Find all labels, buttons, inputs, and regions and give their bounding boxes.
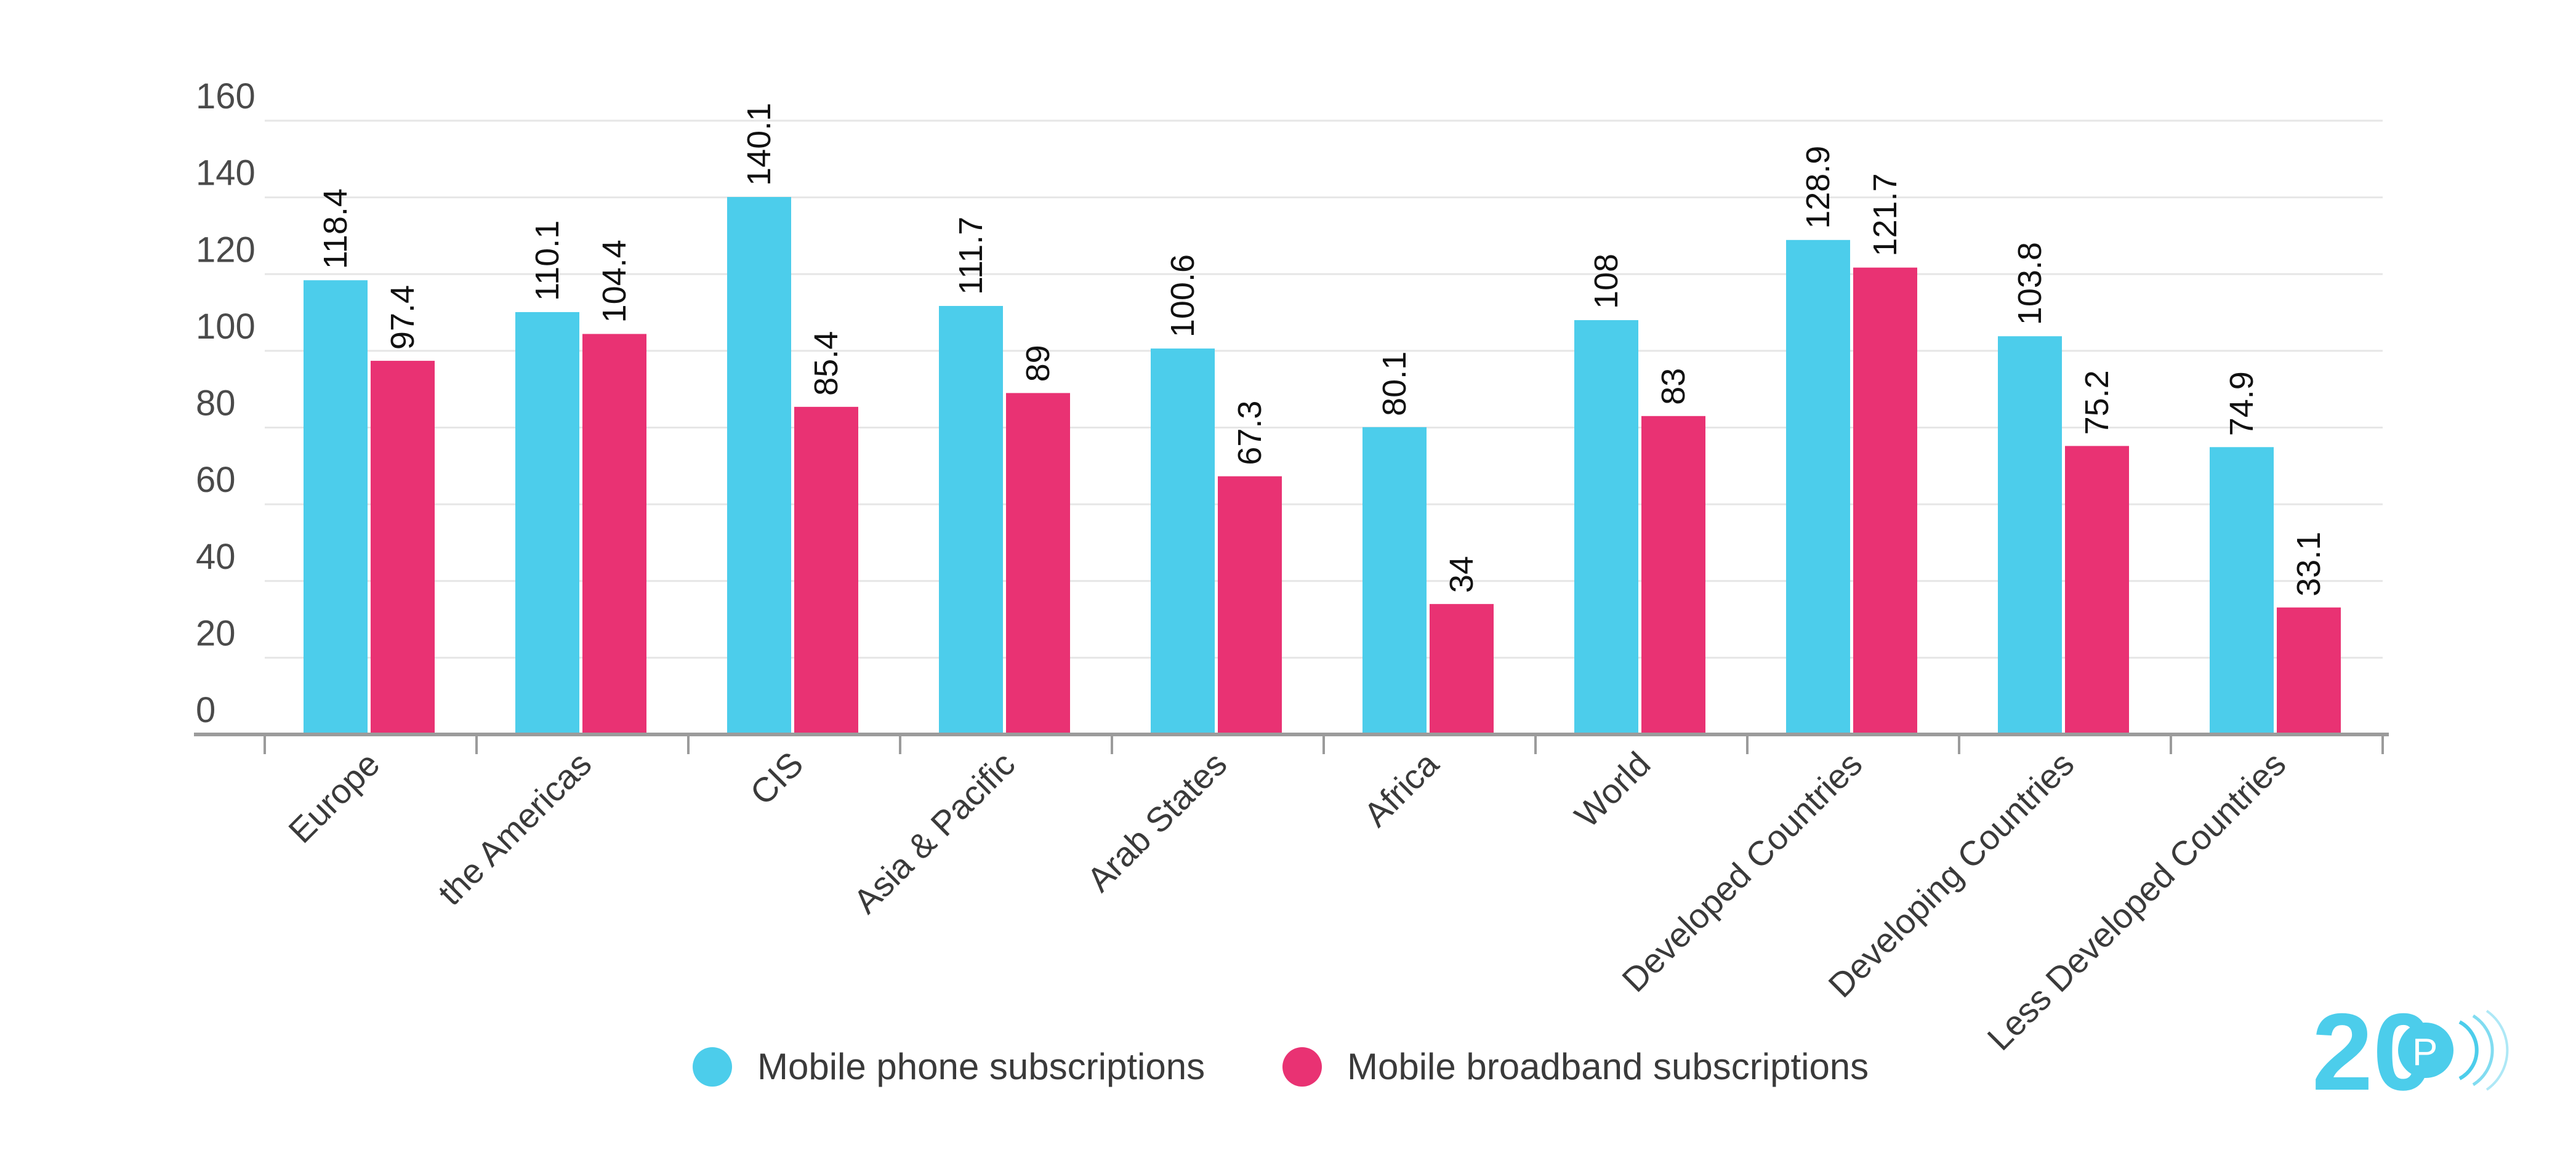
- legend-swatch: [693, 1047, 732, 1087]
- bar-phone: [2210, 447, 2274, 734]
- bar-phone: [1151, 348, 1215, 734]
- data-label: 121.7: [1867, 174, 1904, 257]
- y-tick-label: 0: [196, 690, 215, 730]
- y-tick-label: 60: [196, 460, 236, 500]
- data-label: 111.7: [952, 217, 989, 295]
- bar-phone: [1574, 320, 1638, 734]
- data-label: 34: [1443, 556, 1480, 593]
- data-label: 140.1: [741, 103, 778, 186]
- data-label: 85.4: [808, 331, 845, 396]
- logo-wave-3: [2485, 1010, 2509, 1091]
- data-label: 83: [1655, 368, 1692, 405]
- bar-broadband: [1006, 393, 1070, 734]
- y-tick-label: 20: [196, 613, 236, 653]
- data-labels: 118.4 97.4 110.1 104.4 140.1 85.4 111.7 89 100.6…: [317, 103, 2327, 597]
- bar-broadband: [582, 334, 646, 734]
- y-tick-label: 120: [196, 230, 256, 270]
- x-tick-label: Arab States: [1079, 744, 1234, 899]
- bar-phone: [1362, 427, 1427, 734]
- data-label: 110.1: [529, 220, 566, 301]
- bar-broadband: [371, 361, 435, 734]
- legend: Mobile phone subscriptions Mobile broadba…: [693, 1046, 1869, 1087]
- data-label: 103.8: [2011, 242, 2048, 325]
- data-label: 97.4: [384, 285, 421, 350]
- data-label: 118.4: [317, 188, 354, 269]
- data-label: 80.1: [1376, 352, 1413, 416]
- data-label: 128.9: [1800, 146, 1837, 229]
- data-label: 67.3: [1231, 401, 1268, 465]
- bar-broadband: [1641, 416, 1705, 734]
- bar-phone: [515, 312, 579, 735]
- y-tick-label: 40: [196, 537, 236, 577]
- bar-broadband: [1853, 267, 1917, 734]
- bar-phone: [1786, 239, 1850, 734]
- data-label: 74.9: [2223, 371, 2260, 436]
- x-axis: Europe the Americas CIS Asia & Pacific Arab …: [194, 733, 2389, 1058]
- x-tick-label: the Americas: [430, 744, 598, 912]
- legend-label: Mobile broadband subscriptions: [1347, 1046, 1869, 1087]
- data-label: 100.6: [1164, 254, 1201, 337]
- x-tick-label: Developed Countries: [1614, 744, 1869, 999]
- legend-label: Mobile phone subscriptions: [757, 1046, 1205, 1087]
- logo-circle: [2398, 1023, 2453, 1078]
- brand-logo: 20 P: [2312, 997, 2509, 1102]
- data-label: 104.4: [596, 239, 633, 323]
- y-axis-ticks: 0 20 40 60 80 100 120 140 160: [196, 76, 256, 730]
- bar-broadband: [1218, 476, 1282, 734]
- logo-wave-2: [2472, 1014, 2494, 1087]
- y-tick-label: 80: [196, 384, 236, 424]
- data-label: 33.1: [2290, 532, 2327, 597]
- x-tick-label: Europe: [281, 744, 387, 850]
- bar-phone: [304, 280, 368, 735]
- logo-wave-1: [2458, 1020, 2479, 1080]
- bar-broadband: [794, 406, 858, 734]
- bar-broadband: [2277, 607, 2341, 734]
- bar-broadband: [2065, 446, 2129, 734]
- data-label: 89: [1020, 345, 1057, 382]
- data-label: 108: [1588, 254, 1625, 309]
- data-label: 75.2: [2079, 370, 2115, 435]
- x-tick-label: Asia & Pacific: [846, 744, 1023, 921]
- bar-broadband: [1430, 604, 1494, 734]
- y-tick-label: 160: [196, 76, 256, 116]
- bar-phone: [727, 197, 791, 735]
- logo-mark: P: [2412, 1031, 2437, 1074]
- x-tick-label: Africa: [1356, 744, 1446, 834]
- bar-phone: [939, 305, 1003, 734]
- bars: [304, 197, 2341, 735]
- legend-swatch: [1282, 1047, 1322, 1087]
- x-tick-label: CIS: [743, 744, 811, 813]
- x-tick-label: Developing Countries: [1821, 744, 2081, 1005]
- x-tick-label: World: [1567, 744, 1657, 835]
- y-tick-label: 140: [196, 153, 256, 193]
- y-tick-label: 100: [196, 307, 256, 347]
- bar-phone: [1998, 336, 2062, 734]
